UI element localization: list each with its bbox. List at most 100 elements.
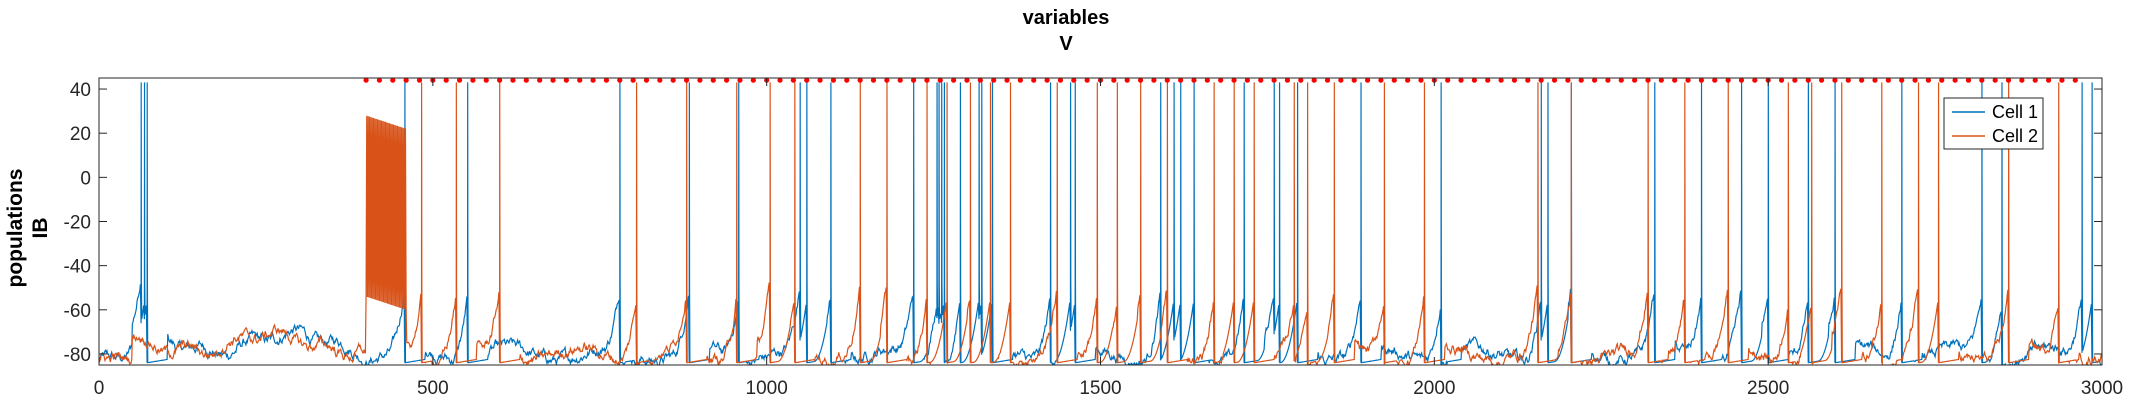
spike-marker <box>1405 77 1411 83</box>
y-tick-label: -20 <box>64 213 91 234</box>
spike-marker <box>951 77 957 83</box>
spike-marker <box>2045 77 2052 83</box>
spike-marker <box>1017 77 1023 83</box>
spike-marker <box>683 77 690 83</box>
spike-marker <box>2005 77 2012 83</box>
spike-marker <box>1204 77 1210 83</box>
y-tick-label: 20 <box>70 124 91 145</box>
x-tick-label: 2500 <box>1747 378 1789 399</box>
spike-marker <box>2019 77 2025 83</box>
y-tick-label: 40 <box>70 80 91 101</box>
spike-marker <box>1511 77 1518 83</box>
y-tick-label: -60 <box>64 301 91 322</box>
spike-marker <box>1324 77 1331 83</box>
spike-marker <box>2072 77 2078 83</box>
spike-marker <box>577 77 583 83</box>
spike-marker <box>1231 77 1237 83</box>
spike-marker <box>1778 77 1785 83</box>
spike-marker <box>1164 77 1170 83</box>
spike-marker <box>390 77 396 83</box>
spike-marker <box>1672 77 1678 83</box>
spike-marker <box>1351 77 1357 83</box>
y-axis-label: populations IB <box>4 169 52 288</box>
spike-marker <box>964 77 970 83</box>
spike-marker <box>1298 77 1304 83</box>
spike-marker <box>1538 77 1544 83</box>
spike-marker <box>1498 77 1504 83</box>
spike-marker <box>1471 77 1477 83</box>
spike-marker <box>617 77 623 83</box>
spike-marker <box>483 77 489 83</box>
spike-marker <box>1191 77 1197 83</box>
spike-marker <box>1258 77 1264 83</box>
spike-marker <box>870 77 877 83</box>
spike-marker <box>844 77 850 83</box>
spike-marker <box>523 77 529 83</box>
chart-title-line-1: variables <box>1023 7 1110 29</box>
y-tick-label: -40 <box>64 257 91 278</box>
spike-marker <box>2032 77 2038 83</box>
x-axis: 0 500 1000 1500 2000 2500 3000 <box>94 78 2123 399</box>
spike-marker <box>937 77 943 83</box>
spike-marker <box>1645 77 1651 83</box>
y-axis: 40 20 0 -20 -40 -60 -80 <box>64 80 2102 366</box>
spike-marker <box>1178 77 1184 83</box>
spike-marker <box>1458 77 1464 83</box>
spike-marker <box>884 77 890 83</box>
spike-marker <box>1845 77 1851 83</box>
spike-marker <box>1111 77 1117 83</box>
spike-marker <box>1899 77 1905 83</box>
spike-marker <box>1485 77 1491 83</box>
spike-marker <box>1311 77 1317 83</box>
spike-marker <box>1244 77 1250 83</box>
spike-marker <box>1818 77 1825 83</box>
spike-marker <box>1084 77 1090 83</box>
spike-marker <box>1712 77 1718 83</box>
spike-marker <box>1445 77 1451 83</box>
spike-marker <box>1137 77 1144 83</box>
spike-marker <box>1391 77 1397 83</box>
spike-marker <box>1044 77 1050 83</box>
spike-marker <box>376 77 383 83</box>
spike-marker <box>777 77 783 83</box>
spike-marker <box>630 77 636 83</box>
legend: Cell 1 Cell 2 <box>1943 97 2044 150</box>
spike-marker <box>1792 77 1798 83</box>
spike-marker <box>830 77 837 83</box>
spike-marker <box>470 77 476 83</box>
x-tick-label: 1000 <box>746 378 788 399</box>
spike-marker <box>590 77 596 83</box>
spike-marker <box>670 77 676 83</box>
spike-marker <box>1151 77 1157 83</box>
spike-marker <box>1925 77 1932 83</box>
spike-marker <box>1965 77 1972 83</box>
spike-marker <box>510 77 516 83</box>
y-axis-label-line-2: IB <box>29 218 52 239</box>
series-line-cell-2 <box>99 82 2102 365</box>
spike-marker <box>1872 77 1878 83</box>
spike-marker <box>363 77 369 83</box>
spike-marker <box>1578 77 1584 83</box>
spike-marker <box>550 77 556 83</box>
series-line-cell-1 <box>99 82 2102 365</box>
spike-marker <box>1338 77 1344 83</box>
spike-marker <box>1752 77 1758 83</box>
spike-marker <box>1364 77 1371 83</box>
y-tick-label: -80 <box>64 345 91 366</box>
spike-marker <box>456 77 463 83</box>
spike-marker <box>1698 77 1704 83</box>
plot-content <box>98 77 2103 366</box>
legend-label-cell-2: Cell 2 <box>1992 126 2038 146</box>
spike-marker <box>603 77 610 83</box>
spike-marker <box>1004 77 1010 83</box>
x-tick-label: 1500 <box>1079 378 1121 399</box>
spike-marker <box>643 77 650 83</box>
spike-marker <box>1632 77 1638 83</box>
spike-marker <box>1284 77 1291 83</box>
spike-marker <box>1551 77 1558 83</box>
spike-marker <box>991 77 997 83</box>
spike-marker <box>1525 77 1531 83</box>
spike-marker <box>1992 77 1998 83</box>
x-tick-label: 0 <box>94 378 105 399</box>
spike-marker <box>1418 77 1424 83</box>
